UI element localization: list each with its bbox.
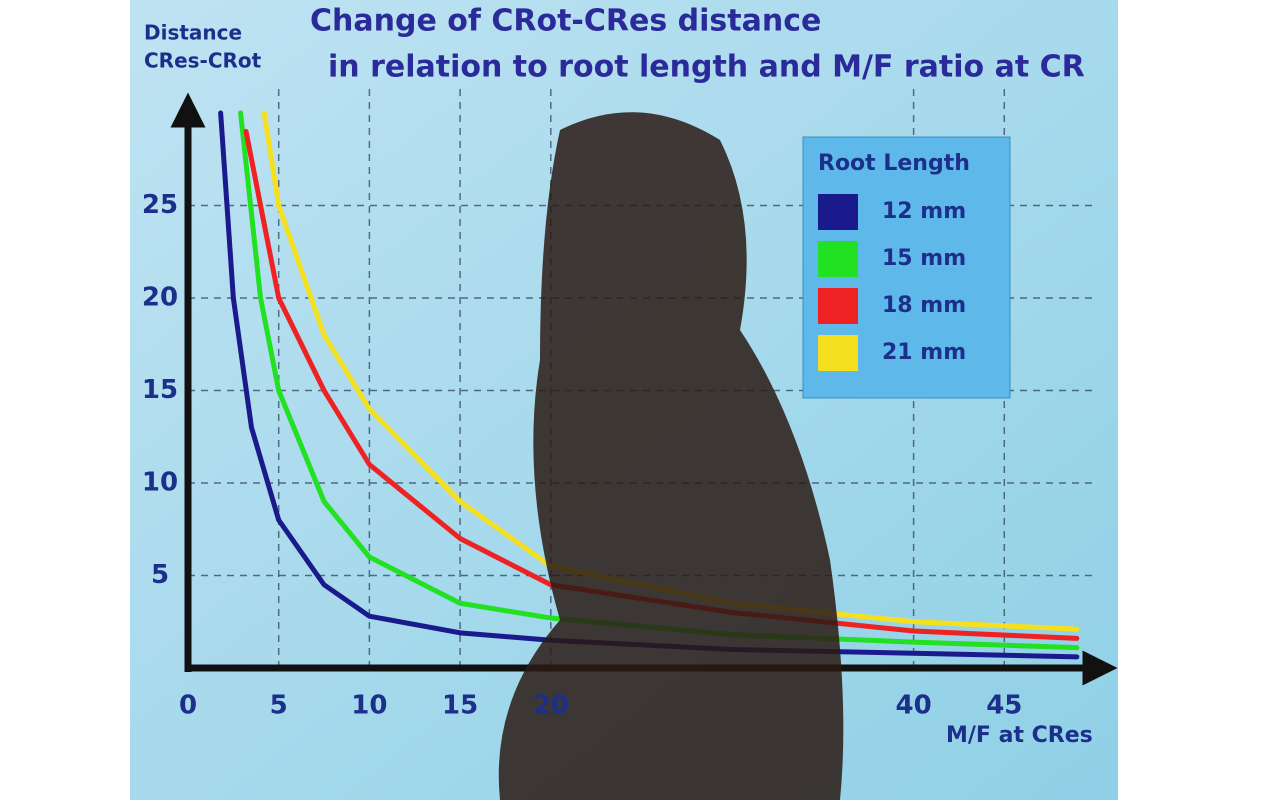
legend-swatch xyxy=(818,288,858,324)
x-tick-label: 0 xyxy=(179,691,197,721)
legend-label: 15 mm xyxy=(882,246,966,271)
y-tick-label: 25 xyxy=(142,190,178,220)
x-axis-label: M/F at CRes xyxy=(946,723,1093,748)
x-tick-label: 15 xyxy=(442,691,478,721)
legend-swatch xyxy=(818,335,858,371)
chart-title: Change of CRot-CRes distance xyxy=(310,4,821,39)
x-tick-label: 5 xyxy=(270,691,288,721)
y-axis-label: CRes-CRot xyxy=(144,49,262,73)
data-line xyxy=(243,129,1080,641)
legend-label: 12 mm xyxy=(882,199,966,224)
legend: Root Length 12 mm 15 mm 18 mm 21 mm xyxy=(802,136,1011,399)
legend-label: 18 mm xyxy=(882,293,966,318)
legend-swatch xyxy=(818,194,858,230)
y-tick-label: 15 xyxy=(142,375,178,405)
x-tick-label: 20 xyxy=(533,691,569,721)
presenter-silhouette xyxy=(498,112,844,800)
y-tick-label: 20 xyxy=(142,283,178,313)
y-tick-label: 5 xyxy=(151,560,169,590)
x-tick-label: 40 xyxy=(896,691,932,721)
data-line xyxy=(261,110,1080,632)
legend-swatch xyxy=(818,241,858,277)
legend-label: 21 mm xyxy=(882,340,966,365)
legend-title: Root Length xyxy=(818,151,970,176)
y-axis-label: Distance xyxy=(144,21,242,45)
x-tick-label: 10 xyxy=(351,691,387,721)
chart-title: in relation to root length and M/F ratio… xyxy=(328,50,1085,85)
x-tick-label: 45 xyxy=(986,691,1022,721)
y-tick-label: 10 xyxy=(142,468,178,498)
